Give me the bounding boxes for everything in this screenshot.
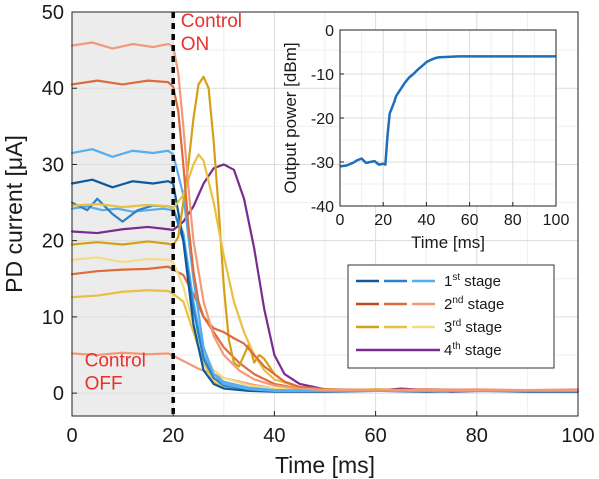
inset-x-tick-label: 80 [504, 212, 522, 229]
inset-y-axis-label: Output power [dBm] [281, 42, 300, 193]
inset-series-line [339, 55, 556, 168]
annotation-line: OFF [85, 373, 123, 394]
legend-entry-sup: th [452, 341, 460, 352]
legend-entry-base: 4 [444, 342, 452, 359]
control-annotation: Control OFF [85, 350, 146, 394]
y-tick-label: 30 [42, 154, 64, 176]
y-tick-label: 40 [42, 78, 64, 100]
y-tick-label: 20 [42, 231, 64, 253]
y-tick-label: 50 [42, 2, 64, 24]
legend-entry-base: 3 [444, 319, 452, 336]
legend-entry-label: 4th stage [444, 341, 502, 359]
x-tick-label: 60 [364, 425, 386, 447]
legend-entry-text: stage [463, 296, 504, 313]
legend-entry-sup: st [452, 272, 460, 283]
x-tick-label: 80 [466, 425, 488, 447]
legend-entry-text: stage [461, 319, 502, 336]
series-line [70, 41, 580, 392]
legend-entry-text: stage [461, 342, 502, 359]
inset-y-tick-label: 0 [325, 23, 334, 40]
x-tick-label: 0 [66, 425, 77, 447]
legend-entry-text: stage [460, 273, 501, 290]
inset-x-tick-label: 0 [336, 212, 345, 229]
x-axis-label: Time [ms] [275, 452, 375, 478]
y-axis-label: PD current [μA] [1, 135, 27, 293]
annotation-line: ON [181, 34, 210, 55]
x-tick-label: 20 [162, 425, 184, 447]
inset-x-tick-label: 100 [543, 212, 570, 229]
inset-x-tick-label: 60 [461, 212, 479, 229]
legend-entry-label: 3rd stage [444, 318, 502, 336]
legend-entry-base: 1 [444, 273, 452, 290]
legend-entry-label: 1st stage [444, 272, 501, 290]
legend-entry-base: 2 [444, 296, 452, 313]
legend-entry-sup: nd [452, 295, 463, 306]
annotation-line: Control [181, 11, 242, 32]
y-tick-label: 0 [53, 383, 64, 405]
inset-x-tick-label: 20 [374, 212, 392, 229]
x-tick-label: 40 [263, 425, 285, 447]
inset-y-tick-label: -40 [311, 199, 334, 216]
control-annotation: Control ON [181, 11, 242, 55]
plot-frame [71, 11, 579, 417]
x-tick-label: 100 [561, 425, 594, 447]
inset-y-tick-label: -30 [311, 155, 334, 172]
y-tick-label: 10 [42, 307, 64, 329]
annotation-line: Control [85, 350, 146, 371]
inset-y-tick-label: -20 [311, 111, 334, 128]
inset-x-axis-label: Time [ms] [411, 233, 485, 252]
inset-x-tick-label: 40 [418, 212, 436, 229]
legend-entry-sup: rd [452, 318, 461, 329]
legend-entry-label: 2nd stage [444, 295, 504, 313]
inset-plot: 0 20 40 60 80 100 0 -10 -20 -30 -40 Time [ms] Output… [281, 23, 569, 252]
inset-y-tick-label: -10 [311, 67, 334, 84]
